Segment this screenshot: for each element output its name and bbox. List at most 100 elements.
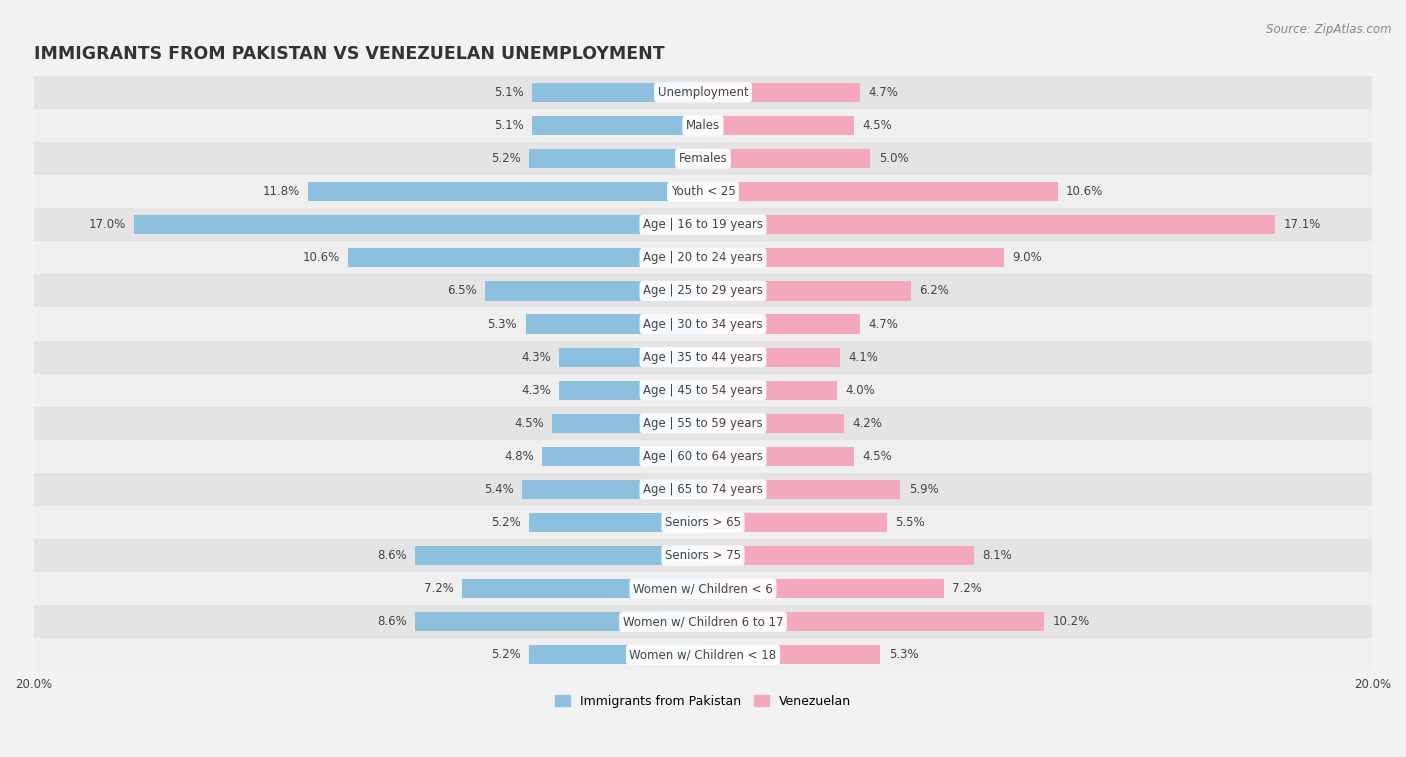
Legend: Immigrants from Pakistan, Venezuelan: Immigrants from Pakistan, Venezuelan xyxy=(550,690,856,713)
Text: 4.0%: 4.0% xyxy=(845,384,875,397)
Bar xyxy=(703,645,880,665)
Text: 5.1%: 5.1% xyxy=(494,86,524,99)
Text: 4.7%: 4.7% xyxy=(869,317,898,331)
Bar xyxy=(308,182,703,201)
Bar xyxy=(415,612,703,631)
Bar xyxy=(529,513,703,532)
Bar xyxy=(543,447,703,466)
Text: Women w/ Children < 18: Women w/ Children < 18 xyxy=(630,648,776,662)
Text: 9.0%: 9.0% xyxy=(1012,251,1042,264)
Bar xyxy=(703,413,844,433)
Text: Age | 25 to 29 years: Age | 25 to 29 years xyxy=(643,285,763,298)
Text: 11.8%: 11.8% xyxy=(263,185,299,198)
Bar xyxy=(703,248,1004,267)
Bar xyxy=(703,579,943,598)
Bar xyxy=(533,83,703,102)
Bar xyxy=(349,248,703,267)
Bar xyxy=(34,374,1372,407)
Text: Age | 35 to 44 years: Age | 35 to 44 years xyxy=(643,350,763,363)
Text: 5.2%: 5.2% xyxy=(491,516,520,529)
Text: 5.5%: 5.5% xyxy=(896,516,925,529)
Text: 8.6%: 8.6% xyxy=(377,549,406,562)
Text: 10.2%: 10.2% xyxy=(1053,615,1090,628)
Bar xyxy=(463,579,703,598)
Bar xyxy=(703,282,911,301)
Text: Age | 55 to 59 years: Age | 55 to 59 years xyxy=(643,417,763,430)
Text: 5.4%: 5.4% xyxy=(484,483,513,496)
Text: Age | 20 to 24 years: Age | 20 to 24 years xyxy=(643,251,763,264)
Text: 5.9%: 5.9% xyxy=(908,483,939,496)
Text: Women w/ Children 6 to 17: Women w/ Children 6 to 17 xyxy=(623,615,783,628)
Bar xyxy=(34,605,1372,638)
Text: 10.6%: 10.6% xyxy=(302,251,340,264)
Bar xyxy=(34,407,1372,440)
Text: 4.5%: 4.5% xyxy=(515,417,544,430)
Bar xyxy=(703,314,860,334)
Bar xyxy=(703,149,870,168)
Bar xyxy=(703,116,853,136)
Bar xyxy=(533,116,703,136)
Text: 4.2%: 4.2% xyxy=(852,417,882,430)
Bar xyxy=(703,480,900,499)
Bar xyxy=(34,208,1372,241)
Text: 4.5%: 4.5% xyxy=(862,119,891,132)
Text: 17.0%: 17.0% xyxy=(89,218,125,232)
Bar xyxy=(703,215,1275,235)
Text: Age | 45 to 54 years: Age | 45 to 54 years xyxy=(643,384,763,397)
Text: 4.5%: 4.5% xyxy=(862,450,891,463)
Bar xyxy=(134,215,703,235)
Text: Unemployment: Unemployment xyxy=(658,86,748,99)
Bar xyxy=(34,241,1372,274)
Bar xyxy=(34,142,1372,175)
Bar xyxy=(34,274,1372,307)
Text: 5.2%: 5.2% xyxy=(491,648,520,662)
Bar xyxy=(34,539,1372,572)
Bar xyxy=(703,546,974,565)
Text: 4.8%: 4.8% xyxy=(505,450,534,463)
Text: Age | 30 to 34 years: Age | 30 to 34 years xyxy=(643,317,763,331)
Bar xyxy=(703,381,837,400)
Text: 6.2%: 6.2% xyxy=(920,285,949,298)
Text: IMMIGRANTS FROM PAKISTAN VS VENEZUELAN UNEMPLOYMENT: IMMIGRANTS FROM PAKISTAN VS VENEZUELAN U… xyxy=(34,45,664,64)
Bar xyxy=(703,447,853,466)
Bar xyxy=(34,109,1372,142)
Text: Age | 65 to 74 years: Age | 65 to 74 years xyxy=(643,483,763,496)
Bar xyxy=(34,307,1372,341)
Text: 5.3%: 5.3% xyxy=(488,317,517,331)
Bar xyxy=(703,612,1045,631)
Text: Youth < 25: Youth < 25 xyxy=(671,185,735,198)
Text: 5.1%: 5.1% xyxy=(494,119,524,132)
Text: 7.2%: 7.2% xyxy=(952,582,983,595)
Text: Females: Females xyxy=(679,152,727,165)
Bar xyxy=(560,347,703,366)
Bar xyxy=(34,440,1372,473)
Text: 8.6%: 8.6% xyxy=(377,615,406,628)
Text: 4.3%: 4.3% xyxy=(522,350,551,363)
Bar xyxy=(34,175,1372,208)
Bar xyxy=(703,182,1057,201)
Text: 17.1%: 17.1% xyxy=(1284,218,1322,232)
Text: Age | 16 to 19 years: Age | 16 to 19 years xyxy=(643,218,763,232)
Text: Women w/ Children < 6: Women w/ Children < 6 xyxy=(633,582,773,595)
Text: Source: ZipAtlas.com: Source: ZipAtlas.com xyxy=(1267,23,1392,36)
Bar xyxy=(529,645,703,665)
Text: 5.3%: 5.3% xyxy=(889,648,918,662)
Text: 5.0%: 5.0% xyxy=(879,152,908,165)
Text: 7.2%: 7.2% xyxy=(423,582,454,595)
Bar xyxy=(34,638,1372,671)
Text: 4.7%: 4.7% xyxy=(869,86,898,99)
Bar xyxy=(485,282,703,301)
Bar xyxy=(560,381,703,400)
Bar xyxy=(34,76,1372,109)
Text: 6.5%: 6.5% xyxy=(447,285,477,298)
Text: Seniors > 65: Seniors > 65 xyxy=(665,516,741,529)
Bar xyxy=(529,149,703,168)
Text: 4.3%: 4.3% xyxy=(522,384,551,397)
Bar xyxy=(34,473,1372,506)
Bar xyxy=(703,347,841,366)
Bar xyxy=(415,546,703,565)
Bar xyxy=(703,83,860,102)
Bar xyxy=(526,314,703,334)
Text: Age | 60 to 64 years: Age | 60 to 64 years xyxy=(643,450,763,463)
Bar xyxy=(34,341,1372,374)
